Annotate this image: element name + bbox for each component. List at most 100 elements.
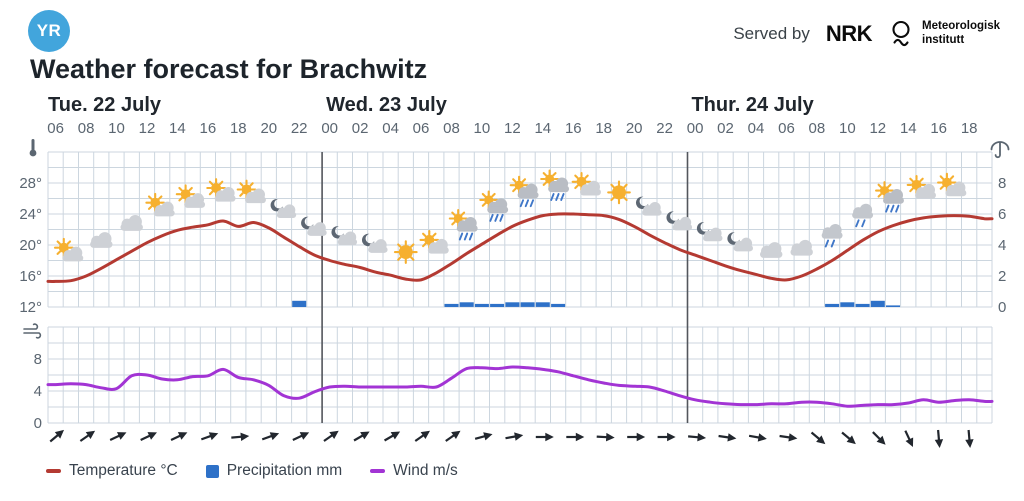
wind-line (46, 365, 994, 408)
temperature-tick: 24° (19, 206, 42, 223)
time-tick: 20 (626, 120, 643, 137)
served-by-label: Served by (733, 23, 810, 43)
wind-icon (23, 323, 42, 339)
axis-labels: 28° 24° 20° 16° 12° 8 6 4 2 0 8 4 0 (19, 175, 1006, 432)
day-header: Wed. 23 July (326, 94, 448, 116)
precipitation-bar (825, 303, 840, 307)
weather-icon-sun-cloud (53, 237, 84, 262)
precipitation-bar (535, 302, 550, 307)
legend-item-wind: Wind m/s (370, 462, 458, 480)
precipitation-bar (459, 302, 474, 307)
time-tick: 00 (321, 120, 338, 137)
wind-arrow (79, 430, 96, 442)
wind-arrow (445, 430, 461, 442)
legend-label-wind: Wind m/s (393, 462, 458, 479)
wind-tick: 4 (34, 383, 42, 400)
legend-label-temperature: Temperature °C (69, 462, 178, 479)
met-logo-text: Meteorologisk institutt (922, 20, 1000, 46)
precipitation-tick: 4 (998, 237, 1006, 254)
thermometer-icon (29, 139, 37, 157)
time-tick: 18 (961, 120, 978, 137)
wind-arrow (566, 432, 585, 442)
time-tick: 06 (778, 120, 795, 137)
precipitation-bar (551, 303, 566, 307)
wind-arrow (841, 431, 856, 445)
weather-icon-moon-cloud (361, 233, 388, 253)
precipitation-bar (886, 305, 900, 307)
time-tick: 00 (687, 120, 704, 137)
wind-arrow (200, 432, 219, 441)
time-tick: 14 (534, 120, 551, 137)
precipitation-bar (292, 300, 307, 307)
time-tick: 02 (352, 120, 369, 137)
wind-arrow (383, 431, 401, 442)
time-tick: 12 (504, 120, 521, 137)
weather-icon-moon-cloud (331, 226, 358, 246)
wind-direction-arrows (49, 429, 974, 448)
wind-arrow (292, 432, 310, 441)
time-tick: 06 (413, 120, 430, 137)
precipitation-bar (444, 303, 459, 307)
wind-arrow (109, 432, 127, 441)
weather-icon-sun-cloud (206, 178, 236, 202)
wind-arrow (170, 432, 188, 441)
precipitation-tick: 8 (998, 175, 1006, 192)
time-tick: 16 (565, 120, 582, 137)
temperature-tick: 12° (19, 299, 42, 316)
met-logo[interactable]: Meteorologisk institutt (888, 20, 1000, 47)
weather-icon-moon-cloud (270, 198, 297, 219)
weather-icon-moon-cloud (666, 211, 693, 231)
wind-arrow (748, 433, 767, 442)
precipitation-bar (870, 300, 885, 307)
weather-icon-moon-cloud (635, 196, 662, 216)
weather-icons (53, 169, 967, 264)
weather-icon-rain (821, 223, 843, 248)
weather-icon-sun-cloud (145, 192, 175, 217)
weather-icon-cloud (120, 215, 143, 231)
wind-arrow (474, 432, 493, 441)
weather-icon-sun-cloud (571, 171, 601, 196)
weather-icon-cloud (790, 239, 813, 256)
temperature-tick: 16° (19, 268, 42, 285)
page-title: Weather forecast for Brachwitz (30, 54, 428, 84)
nrk-logo[interactable]: NRK (825, 20, 873, 46)
precipitation-bar (840, 302, 855, 307)
day-header: Thur. 24 July (691, 94, 814, 116)
wind-arrow (261, 432, 280, 441)
weather-icon-rain-sun (509, 175, 539, 208)
precipitation-bar (474, 303, 489, 307)
yr-logo[interactable]: YR (28, 10, 70, 52)
weather-icon-sun (607, 180, 631, 205)
wind-arrow (779, 433, 798, 442)
weather-icon-cloud (759, 242, 783, 258)
time-tick: 14 (900, 120, 917, 137)
wind-tick: 8 (34, 351, 42, 368)
precipitation-bar (520, 302, 535, 307)
time-tick: 12 (869, 120, 886, 137)
met-logo-icon (892, 21, 910, 47)
precipitation-bars (292, 300, 900, 307)
wind-arrow (140, 432, 157, 441)
wind-arrow (596, 432, 615, 442)
wind-arrow (965, 429, 974, 448)
weather-icon-rain (852, 203, 874, 228)
served-by-block: Served by NRK Meteorologisk institutt (733, 20, 1000, 47)
legend: Temperature °C Precipitation mm Wind m/s (46, 462, 1024, 480)
weather-icon-rain-sun (479, 190, 509, 222)
precipitation-tick: 0 (998, 299, 1006, 316)
wind-tick: 0 (34, 415, 42, 432)
day-headers: Tue. 22 July Wed. 23 July Thur. 24 July (48, 94, 815, 116)
time-axis: 06 08 10 12 14 16 18 20 22 00 02 04 06 08 10 12 14 16 18 20… (47, 120, 977, 137)
weather-icon-sun-cloud (419, 230, 449, 254)
wind-arrow (505, 432, 524, 441)
umbrella-icon (990, 141, 1010, 159)
weather-icon-cloud (90, 232, 113, 248)
weather-icon-sun-cloud (175, 184, 206, 208)
weather-icon-rain-sun (448, 209, 478, 241)
time-tick: 20 (260, 120, 277, 137)
legend-item-temperature: Temperature °C (46, 462, 178, 480)
temperature-line (46, 212, 994, 283)
weather-icon-moon-cloud (696, 222, 723, 242)
weather-icon-moon-cloud (301, 216, 327, 236)
time-tick: 06 (47, 120, 64, 137)
